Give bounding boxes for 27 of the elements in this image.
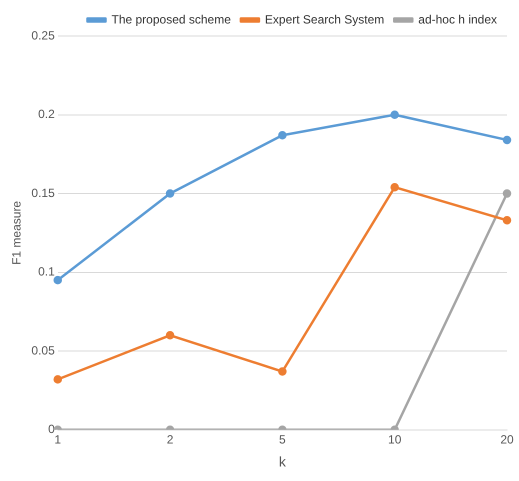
y-tick-label: 0.25 — [31, 28, 56, 42]
point — [166, 331, 174, 340]
x-tick-label: 1 — [54, 432, 62, 446]
point — [502, 189, 512, 198]
y-tick-label: 0.05 — [31, 343, 56, 358]
point — [502, 216, 512, 225]
x-tick-label: 5 — [279, 432, 286, 446]
point — [278, 130, 287, 140]
y-tick-label: 0.2 — [38, 107, 56, 122]
legend-label: Expert Search System — [264, 12, 384, 26]
point — [390, 110, 399, 120]
x-tick-label: 20 — [500, 432, 514, 446]
y-tick-label: 0.15 — [31, 186, 56, 200]
y-axis-title: F1 measure — [10, 200, 24, 265]
legend-label: ad-hoc h index — [418, 12, 498, 26]
y-tick-label: 0.1 — [38, 264, 56, 279]
point — [166, 189, 174, 198]
x-axis-title: k — [278, 453, 287, 470]
x-tick-label: 10 — [388, 432, 402, 446]
point — [278, 367, 287, 376]
point — [54, 276, 62, 284]
point — [54, 375, 62, 384]
y-tick-label: 0 — [48, 422, 56, 436]
x-tick-label: 2 — [166, 432, 174, 446]
point — [502, 136, 512, 144]
legend-label: The proposed scheme — [112, 12, 232, 26]
point — [390, 182, 399, 192]
